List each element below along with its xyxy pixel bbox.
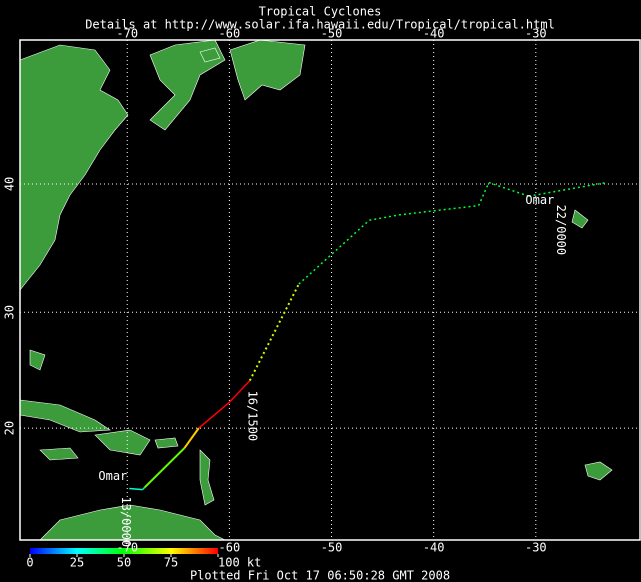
lon-label-bottom: -60 bbox=[219, 541, 241, 555]
track-segment bbox=[298, 219, 370, 285]
colorbar bbox=[30, 548, 218, 554]
track-segment bbox=[183, 427, 200, 449]
start-label: 13/0000 bbox=[119, 497, 133, 548]
land bbox=[19, 39, 613, 541]
end-label: 22/0000 bbox=[554, 205, 568, 256]
track-segment bbox=[198, 401, 230, 429]
colorbar-label: 100 kt bbox=[218, 556, 261, 570]
storm-name: Omar bbox=[98, 469, 127, 483]
lon-label-bottom: -70 bbox=[116, 541, 138, 555]
lon-label-top: -50 bbox=[321, 27, 343, 41]
lat-label: 40 bbox=[2, 177, 16, 191]
track-segment bbox=[228, 380, 251, 403]
track-segment bbox=[369, 214, 400, 221]
title: Tropical Cyclones bbox=[259, 5, 382, 19]
track-segment bbox=[528, 181, 607, 197]
mid-label: 16/1500 bbox=[245, 391, 259, 442]
track-segment bbox=[248, 283, 300, 382]
track-segment bbox=[398, 204, 479, 216]
lon-label-bottom: -40 bbox=[423, 541, 445, 555]
colorbar-label: 75 bbox=[164, 556, 178, 570]
lat-label: 30 bbox=[3, 305, 17, 319]
frame bbox=[19, 39, 641, 541]
track-segment bbox=[488, 181, 529, 197]
lon-label-bottom: -50 bbox=[321, 541, 343, 555]
lon-label-top: -40 bbox=[423, 27, 445, 41]
lat-label: 20 bbox=[3, 421, 17, 435]
lon-label-top: -60 bbox=[219, 27, 241, 41]
track-segment bbox=[142, 486, 146, 491]
storm-name: Omar bbox=[525, 193, 554, 207]
subtitle: Details at http://www.solar.ifa.hawaii.e… bbox=[85, 18, 555, 32]
colorbar-label: 50 bbox=[117, 556, 131, 570]
lon-label-top: -30 bbox=[525, 27, 547, 41]
track-segment bbox=[143, 447, 186, 489]
lon-label-bottom: -30 bbox=[525, 541, 547, 555]
footer: Plotted Fri Oct 17 06:50:28 GMT 2008 bbox=[190, 569, 450, 582]
lon-label-top: -70 bbox=[116, 27, 138, 41]
track-segment bbox=[477, 182, 490, 206]
colorbar-label: 25 bbox=[70, 556, 84, 570]
colorbar-label: 0 bbox=[26, 556, 33, 570]
track-segment bbox=[129, 487, 143, 491]
